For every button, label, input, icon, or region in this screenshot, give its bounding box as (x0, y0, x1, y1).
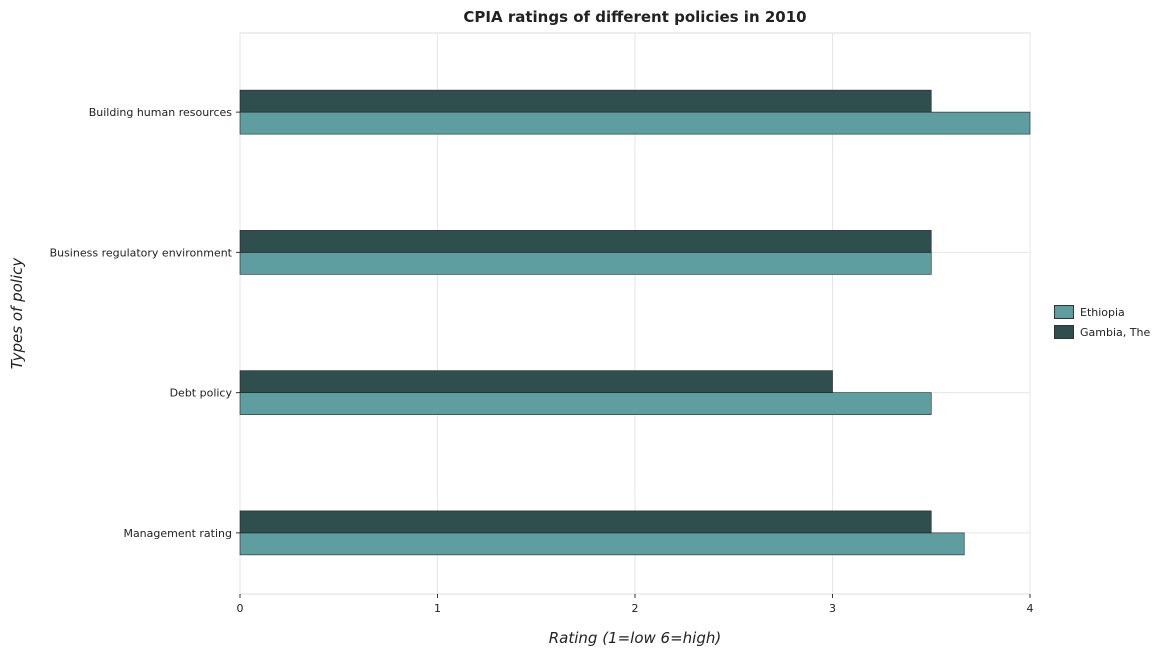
x-tick-label: 0 (237, 602, 244, 615)
x-tick-label: 1 (434, 602, 441, 615)
bar (240, 90, 931, 112)
legend-swatch-ethiopia (1054, 305, 1074, 319)
legend: Ethiopia Gambia, The (1054, 302, 1150, 342)
legend-item-ethiopia: Ethiopia (1054, 302, 1150, 322)
y-tick-label: Building human resources (89, 106, 233, 119)
x-tick-label: 2 (632, 602, 639, 615)
y-tick-label: Debt policy (170, 387, 233, 400)
bar (240, 112, 1030, 134)
bar (240, 230, 931, 252)
legend-swatch-gambia (1054, 325, 1074, 339)
bar (240, 393, 931, 415)
bar (240, 252, 931, 274)
x-tick-label: 3 (829, 602, 836, 615)
x-axis-label: Rating (1=low 6=high) (549, 629, 721, 647)
y-tick-label: Business regulatory environment (50, 246, 233, 259)
x-tick-label: 4 (1027, 602, 1034, 615)
legend-label-gambia: Gambia, The (1080, 326, 1150, 339)
y-axis-label: Types of policy (8, 257, 26, 370)
bar (240, 533, 964, 555)
bar (240, 511, 931, 533)
legend-item-gambia: Gambia, The (1054, 322, 1150, 342)
legend-label-ethiopia: Ethiopia (1080, 306, 1125, 319)
y-tick-label: Management rating (123, 527, 232, 540)
bar (240, 371, 833, 393)
